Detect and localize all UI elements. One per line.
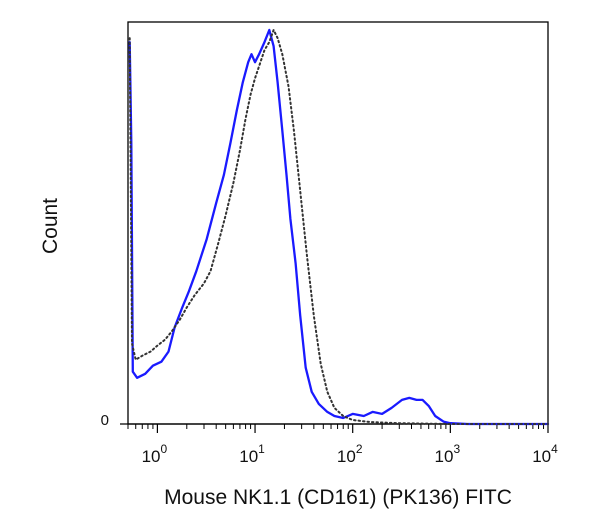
series-dotted-line <box>128 29 549 425</box>
x-tick-label: 101 <box>239 442 265 466</box>
y-ticks: 0 <box>101 412 109 429</box>
x-tick-label: 100 <box>142 442 168 466</box>
y-tick-label: 0 <box>101 412 109 429</box>
x-tick-label: 102 <box>337 442 363 466</box>
series-solid-line <box>128 28 550 426</box>
x-minor-ticks <box>127 424 545 429</box>
x-major-ticks <box>156 424 549 433</box>
series-layer <box>128 28 550 426</box>
x-tick-label: 104 <box>532 442 558 466</box>
y-axis-title: Count <box>39 198 62 254</box>
plot-frame <box>127 21 549 425</box>
x-tick-labels: 100 101 102 103 104 <box>142 442 559 466</box>
x-tick-label: 103 <box>435 442 461 466</box>
x-axis-title: Mouse NK1.1 (CD161) (PK136) FITC <box>164 486 512 509</box>
